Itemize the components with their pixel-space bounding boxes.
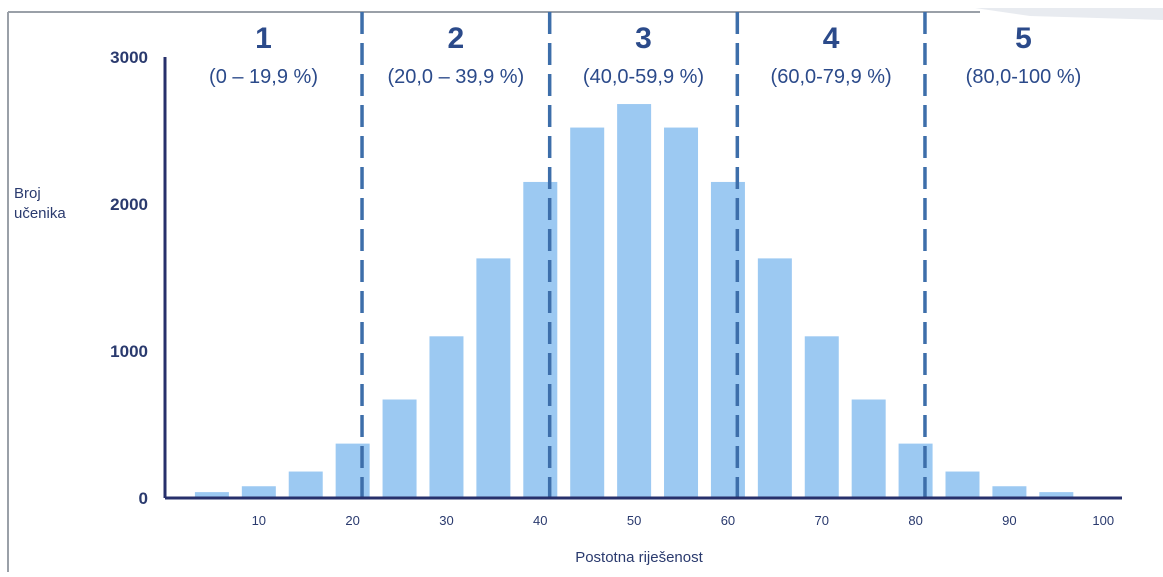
histogram-bar	[429, 336, 464, 498]
histogram-bar	[617, 104, 652, 498]
grade-number-label: 4	[823, 22, 840, 55]
x-ticks-layer: 10 20 30 40 50 60 70 80 90 100	[252, 513, 1114, 528]
histogram-bar	[851, 399, 886, 498]
histogram-bar	[898, 443, 933, 498]
histogram-bar	[335, 443, 370, 498]
grade-range-label: (60,0-79,9 %)	[771, 66, 892, 88]
x-tick-label: 80	[908, 513, 922, 528]
bars-layer	[194, 104, 1074, 498]
y-tick-label: 0	[139, 489, 148, 508]
grade-range-label: (40,0-59,9 %)	[583, 66, 704, 88]
x-tick-label: 10	[252, 513, 266, 528]
x-tick-label: 70	[815, 513, 829, 528]
y-tick-label: 1000	[110, 342, 148, 361]
x-tick-label: 20	[345, 513, 359, 528]
grade-range-label: (80,0-100 %)	[966, 66, 1082, 88]
y-axis-label-line-2: učenika	[14, 205, 66, 222]
frame-top-right-shadow	[975, 8, 1163, 20]
x-tick-label: 100	[1092, 513, 1114, 528]
histogram-bar	[710, 181, 745, 498]
y-ticks-layer: 0 1000 2000 3000	[110, 48, 148, 508]
grade-number-label: 3	[635, 22, 652, 55]
y-tick-label: 3000	[110, 48, 148, 67]
histogram-bar	[523, 181, 558, 498]
x-tick-label: 40	[533, 513, 547, 528]
histogram-bar	[757, 258, 792, 498]
y-tick-label: 2000	[110, 195, 148, 214]
x-tick-label: 90	[1002, 513, 1016, 528]
x-axis-label: Postotna riješenost	[575, 549, 703, 566]
histogram-bar	[194, 492, 229, 498]
histogram-bar	[288, 471, 323, 498]
histogram-bar	[664, 127, 699, 498]
x-tick-label: 60	[721, 513, 735, 528]
grade-labels-layer: 1 (0 – 19,9 %) 2 (20,0 – 39,9 %) 3 (40,0-59,9…	[209, 22, 1081, 88]
grade-number-label: 5	[1015, 22, 1032, 55]
histogram-bar	[992, 486, 1027, 498]
histogram-bar	[382, 399, 417, 498]
grade-range-label: (20,0 – 39,9 %)	[387, 66, 524, 88]
histogram-bar	[241, 486, 276, 498]
histogram-bar	[476, 258, 511, 498]
grade-number-label: 1	[255, 22, 272, 55]
histogram-bar	[570, 127, 605, 498]
x-tick-label: 50	[627, 513, 641, 528]
histogram-bar	[1039, 492, 1074, 498]
y-axis-label-line-1: Broj	[14, 185, 41, 202]
x-tick-label: 30	[439, 513, 453, 528]
dividers-layer	[360, 12, 927, 498]
histogram-bar	[945, 471, 980, 498]
grade-number-label: 2	[448, 22, 465, 55]
grade-range-label: (0 – 19,9 %)	[209, 66, 318, 88]
histogram-bar	[804, 336, 839, 498]
